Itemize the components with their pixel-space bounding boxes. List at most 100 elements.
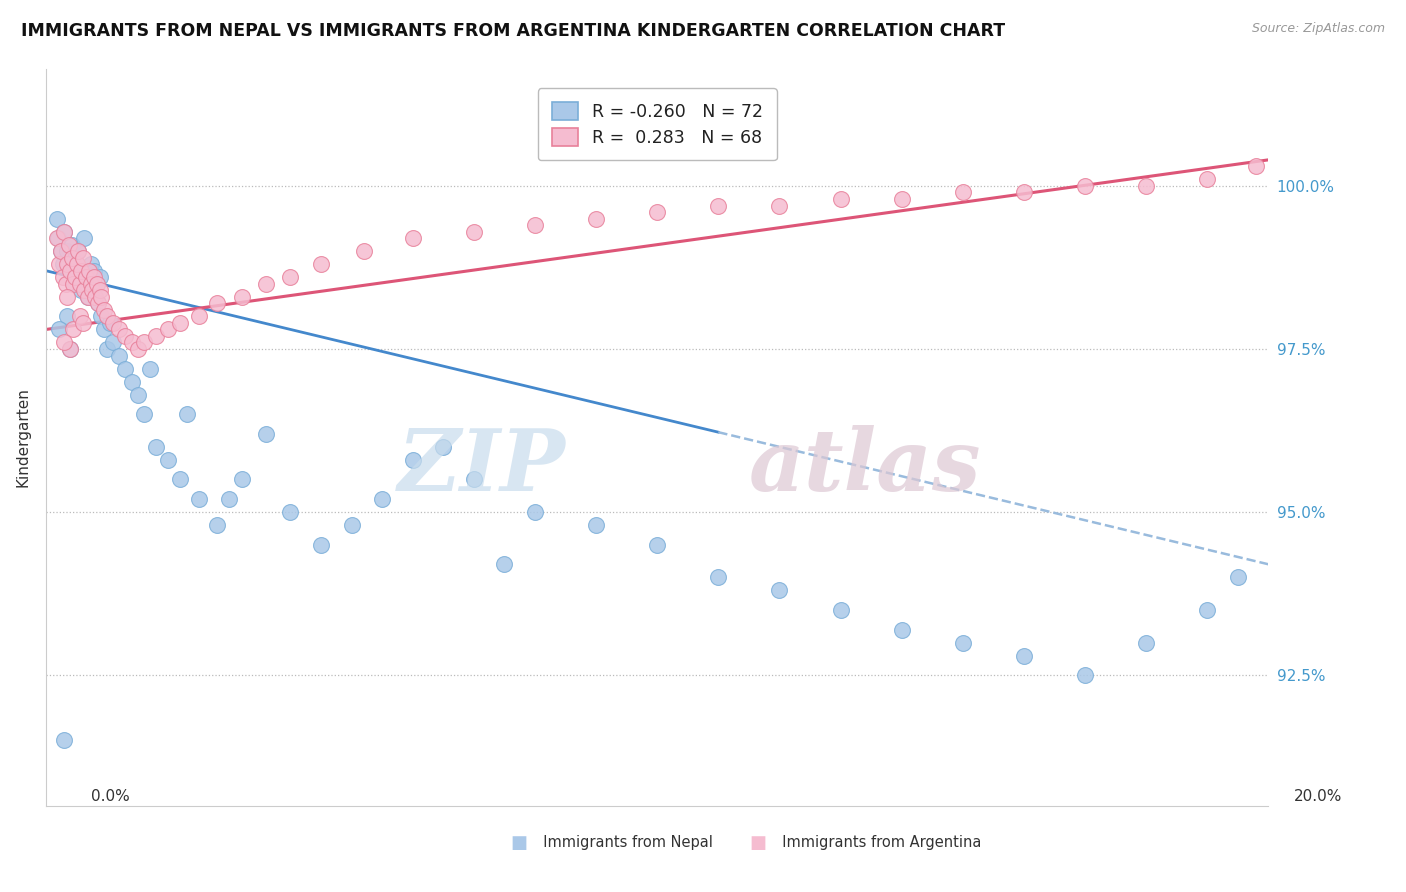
Point bbox=[187, 310, 209, 324]
Text: 0.0%: 0.0% bbox=[91, 789, 131, 805]
Point bbox=[66, 244, 89, 259]
Y-axis label: Kindergarten: Kindergarten bbox=[15, 387, 30, 487]
Point bbox=[523, 505, 546, 519]
Point bbox=[56, 290, 79, 304]
Point bbox=[952, 635, 974, 649]
Point bbox=[87, 296, 110, 310]
Text: IMMIGRANTS FROM NEPAL VS IMMIGRANTS FROM ARGENTINA KINDERGARTEN CORRELATION CHAR: IMMIGRANTS FROM NEPAL VS IMMIGRANTS FROM… bbox=[21, 22, 1005, 40]
Legend: R = -0.260   N = 72, R =  0.283   N = 68: R = -0.260 N = 72, R = 0.283 N = 68 bbox=[538, 88, 776, 161]
Point bbox=[353, 244, 375, 259]
Point bbox=[145, 440, 167, 454]
Point bbox=[309, 257, 332, 271]
Point bbox=[72, 251, 94, 265]
Point bbox=[187, 491, 209, 506]
Point bbox=[58, 257, 80, 271]
Point bbox=[65, 277, 87, 291]
Point bbox=[86, 277, 108, 291]
Point bbox=[707, 198, 730, 212]
Point bbox=[114, 361, 136, 376]
Point bbox=[89, 270, 111, 285]
Point bbox=[53, 225, 76, 239]
Point bbox=[121, 335, 143, 350]
Point bbox=[254, 426, 277, 441]
Point bbox=[890, 192, 912, 206]
Point bbox=[1226, 570, 1249, 584]
Point bbox=[176, 407, 198, 421]
Point bbox=[89, 283, 111, 297]
Point bbox=[73, 231, 96, 245]
Point bbox=[103, 316, 125, 330]
Point bbox=[52, 257, 75, 271]
Point bbox=[132, 407, 155, 421]
Point bbox=[79, 257, 101, 271]
Point bbox=[53, 335, 76, 350]
Text: Source: ZipAtlas.com: Source: ZipAtlas.com bbox=[1251, 22, 1385, 36]
Point bbox=[890, 623, 912, 637]
Point bbox=[96, 310, 118, 324]
Point bbox=[139, 361, 162, 376]
Point bbox=[53, 225, 76, 239]
Point bbox=[108, 349, 131, 363]
Point bbox=[59, 342, 82, 356]
Point bbox=[48, 257, 70, 271]
Point bbox=[1244, 160, 1267, 174]
Point bbox=[280, 505, 302, 519]
Point bbox=[114, 329, 136, 343]
Point bbox=[108, 322, 131, 336]
Point bbox=[46, 231, 69, 245]
Point bbox=[62, 277, 84, 291]
Point bbox=[72, 316, 94, 330]
Point bbox=[254, 277, 277, 291]
Point bbox=[59, 264, 82, 278]
Point bbox=[83, 270, 105, 285]
Point bbox=[86, 277, 108, 291]
Point bbox=[1135, 178, 1157, 193]
Point bbox=[83, 290, 105, 304]
Point bbox=[1074, 178, 1097, 193]
Point bbox=[402, 231, 425, 245]
Point bbox=[90, 290, 112, 304]
Point bbox=[80, 283, 103, 297]
Point bbox=[83, 264, 105, 278]
Point bbox=[79, 277, 101, 291]
Point bbox=[103, 335, 125, 350]
Point bbox=[340, 518, 363, 533]
Point bbox=[205, 296, 228, 310]
Point bbox=[463, 473, 485, 487]
Point bbox=[169, 316, 191, 330]
Text: ZIP: ZIP bbox=[398, 425, 565, 508]
Point bbox=[157, 322, 180, 336]
Point bbox=[830, 603, 852, 617]
Point bbox=[768, 583, 790, 598]
Point bbox=[132, 335, 155, 350]
Point bbox=[98, 316, 121, 330]
Point bbox=[52, 270, 75, 285]
Point bbox=[127, 387, 149, 401]
Point bbox=[72, 264, 94, 278]
Point bbox=[75, 277, 97, 291]
Point bbox=[56, 310, 79, 324]
Point bbox=[70, 264, 93, 278]
Text: 20.0%: 20.0% bbox=[1295, 789, 1343, 805]
Point bbox=[494, 558, 516, 572]
Point bbox=[1197, 603, 1219, 617]
Point bbox=[46, 211, 69, 226]
Text: ■: ■ bbox=[510, 834, 527, 852]
Point bbox=[60, 237, 83, 252]
Point bbox=[463, 225, 485, 239]
Point bbox=[121, 375, 143, 389]
Point bbox=[55, 277, 77, 291]
Point bbox=[157, 453, 180, 467]
Point bbox=[585, 518, 607, 533]
Text: Immigrants from Argentina: Immigrants from Argentina bbox=[773, 836, 981, 850]
Point bbox=[1135, 635, 1157, 649]
Point bbox=[69, 277, 91, 291]
Point bbox=[169, 473, 191, 487]
Point bbox=[77, 270, 100, 285]
Point bbox=[51, 244, 73, 259]
Point bbox=[75, 270, 97, 285]
Point bbox=[218, 491, 240, 506]
Point bbox=[645, 538, 668, 552]
Point bbox=[127, 342, 149, 356]
Point bbox=[90, 310, 112, 324]
